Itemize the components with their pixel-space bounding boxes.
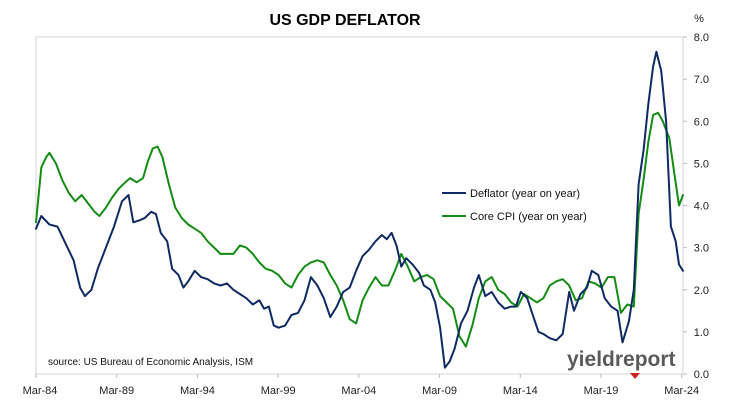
deflator-series-line <box>35 50 684 369</box>
x-tick-label: Mar-09 <box>422 385 457 397</box>
y-tick-label: 6.0 <box>694 116 709 128</box>
plot-frame <box>35 36 684 375</box>
y-tick-label: 7.0 <box>694 74 709 86</box>
y-axis-unit: % <box>694 13 704 25</box>
x-tick-label: Mar-84 <box>23 385 58 397</box>
logo-arrow-icon <box>630 373 640 379</box>
y-axis: 0.0 1.0 2.0 3.0 4.0 5.0 6.0 7.0 8.0 <box>683 32 709 381</box>
x-axis: Mar-84 Mar-89 Mar-94 Mar-99 Mar-04 Mar-09 Mar-… <box>23 374 699 397</box>
y-tick-label: 3.0 <box>694 243 709 255</box>
x-tick-label: Mar-14 <box>503 385 538 397</box>
core-cpi-series-line <box>35 111 684 348</box>
source-note: source: US Bureau of Economic Analysis, … <box>48 357 253 368</box>
legend-label-core-cpi: Core CPI (year on year) <box>470 211 587 223</box>
y-tick-label: 4.0 <box>694 201 709 213</box>
x-tick-label: Mar-04 <box>341 385 376 397</box>
x-tick-label: Mar-19 <box>584 385 619 397</box>
y-tick-label: 5.0 <box>694 158 709 170</box>
y-tick-label: 1.0 <box>694 327 709 339</box>
x-tick-label: Mar-94 <box>180 385 215 397</box>
y-tick-label: 0.0 <box>694 369 709 381</box>
x-tick-label: Mar-89 <box>99 385 134 397</box>
y-tick-label: 2.0 <box>694 285 709 297</box>
x-tick-label: Mar-99 <box>261 385 296 397</box>
chart-title: US GDP DEFLATOR <box>269 12 421 29</box>
logo-wordmark: yieldreport <box>567 348 676 371</box>
y-tick-label: 8.0 <box>694 32 709 44</box>
yieldreport-logo: yieldreport <box>567 348 676 379</box>
x-tick-label: Mar-24 <box>664 385 699 397</box>
legend-label-deflator: Deflator (year on year) <box>470 188 580 200</box>
series-layer <box>35 50 684 369</box>
legend: Deflator (year on year) Core CPI (year o… <box>442 188 587 223</box>
